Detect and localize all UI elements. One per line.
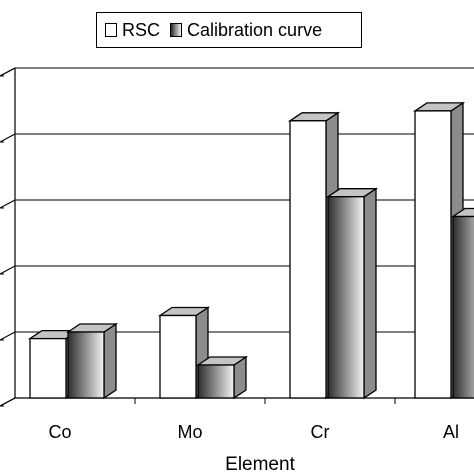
x-axis-label: Element [225, 454, 295, 474]
bar-front [414, 110, 452, 399]
bar-top [450, 207, 474, 218]
legend-item-rsc: RSC [105, 20, 160, 41]
bar-front [159, 314, 197, 399]
x-tick-label-co: Co [48, 422, 71, 442]
gridline-side [0, 265, 16, 275]
bar-calibration-curve-al [450, 207, 474, 399]
bar-front [289, 120, 327, 399]
gridline-side [0, 133, 16, 143]
bars-layer [27, 101, 474, 400]
legend-swatch-rsc [105, 23, 117, 37]
x-tick-label-al: Al [443, 422, 459, 442]
gridline-side [0, 331, 16, 341]
legend-item-calibration: Calibration curve [170, 20, 322, 41]
bar-calibration-curve-cr [325, 187, 379, 400]
bar-front [67, 331, 105, 399]
legend-swatch-calibration [170, 23, 183, 37]
bar-front [327, 196, 365, 399]
bar-calibration-curve-co [65, 322, 119, 400]
bar-front [452, 215, 474, 399]
bar-front [29, 337, 67, 399]
bar-calibration-curve-mo [195, 355, 249, 400]
gridline-side [0, 67, 16, 77]
labels-layer: Co Mo Cr Al [48, 398, 459, 442]
x-tick-label-mo: Mo [177, 422, 202, 442]
bar-side [103, 322, 117, 400]
chart-legend: RSC Calibration curve [96, 12, 362, 48]
gridline-side [0, 397, 16, 407]
bar-side [363, 187, 377, 400]
bar-front [197, 364, 235, 399]
legend-label-rsc: RSC [122, 19, 161, 40]
legend-label-calibration: Calibration curve [187, 19, 323, 40]
grid-layer [0, 67, 474, 407]
gridline-side [0, 199, 16, 209]
x-tick-label-cr: Cr [311, 422, 330, 442]
